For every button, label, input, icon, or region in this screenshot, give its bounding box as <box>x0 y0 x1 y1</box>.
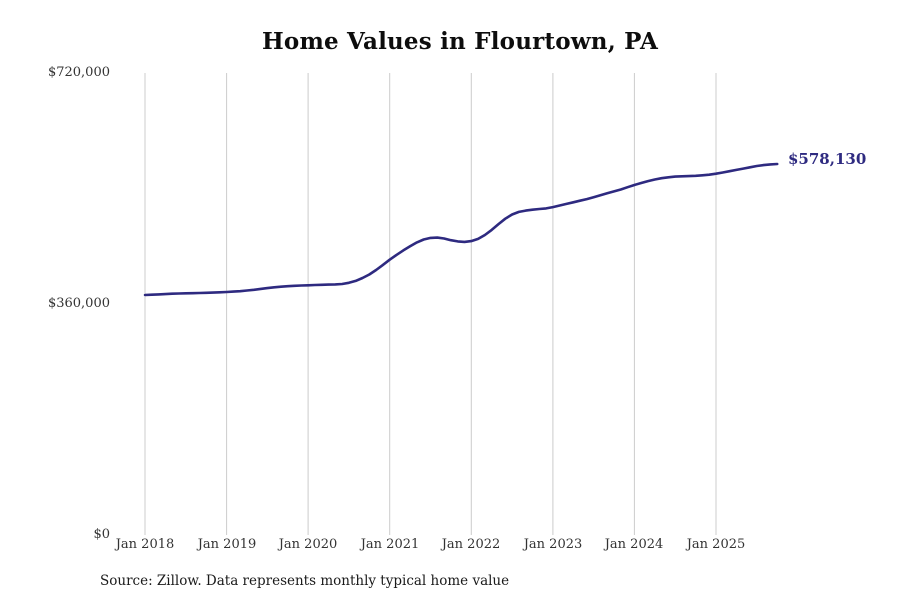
x-axis-label: Jan 2019 <box>197 537 257 552</box>
x-axis-label: Jan 2025 <box>686 537 746 552</box>
y-axis-label: $720,000 <box>47 65 110 80</box>
chart-title: Home Values in Flourtown, PA <box>261 28 659 55</box>
x-axis-label: Jan 2018 <box>115 537 175 552</box>
x-axis-label: Jan 2020 <box>278 537 338 552</box>
latest-value-label: $578,130 <box>788 150 867 168</box>
x-axis-label: Jan 2021 <box>360 537 420 552</box>
home-value-line <box>143 162 779 297</box>
x-axis-label: Jan 2023 <box>523 537 583 552</box>
source-note: Source: Zillow. Data represents monthly … <box>100 573 510 589</box>
x-axis-label: Jan 2022 <box>441 537 501 552</box>
y-axis-label: $360,000 <box>47 296 110 311</box>
y-axis-label: $0 <box>93 527 110 542</box>
x-axis-label: Jan 2024 <box>604 537 664 552</box>
